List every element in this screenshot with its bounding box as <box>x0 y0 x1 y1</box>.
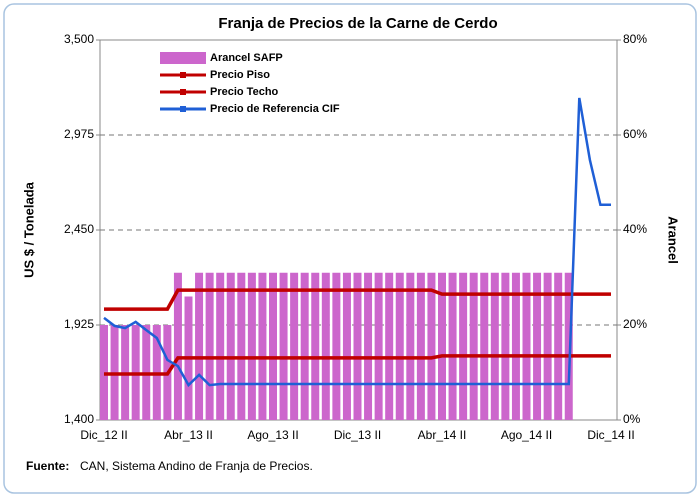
y-tick-label: 2,450 <box>64 222 94 236</box>
x-tick-label: Dic_13 II <box>334 428 381 442</box>
x-tick-label: Abr_13 II <box>164 428 213 442</box>
bar <box>342 272 351 420</box>
bar <box>554 272 563 420</box>
legend-label: Precio Techo <box>210 86 279 98</box>
line <box>103 97 611 388</box>
bar <box>511 272 520 420</box>
bar <box>438 272 446 420</box>
bar <box>564 272 573 420</box>
y-tick-label: 1,925 <box>64 317 94 331</box>
bar <box>290 272 299 420</box>
bar <box>406 272 415 420</box>
bar <box>195 272 204 420</box>
bar <box>469 272 478 420</box>
y2-tick-label: 20% <box>623 317 647 331</box>
bar <box>311 272 320 420</box>
bar <box>173 272 182 420</box>
legend-label: Arancel SAFP <box>210 52 283 64</box>
y2-axis-title: Arancel <box>666 216 681 264</box>
chart-title: Franja de Precios de la Carne de Cerdo <box>218 15 497 32</box>
bar <box>364 272 373 420</box>
legend-label: Precio Piso <box>210 69 270 81</box>
x-tick-label: Abr_14 II <box>418 428 467 442</box>
bar <box>448 272 457 420</box>
legend-marker <box>180 89 186 95</box>
line <box>104 288 611 311</box>
bar <box>427 272 436 420</box>
bar <box>385 272 394 420</box>
y2-tick-label: 60% <box>623 127 647 141</box>
y-tick-label: 2,975 <box>64 127 94 141</box>
x-tick-label: Ago_13 II <box>247 428 298 442</box>
bar <box>332 272 341 420</box>
bar <box>269 272 277 420</box>
bar <box>543 272 552 420</box>
y-tick-label: 1,400 <box>64 412 94 426</box>
legend-marker <box>180 72 186 78</box>
bar <box>480 272 489 420</box>
bar <box>416 272 425 420</box>
source: CAN, Sistema Andino de Franja de Precios… <box>80 459 313 473</box>
bar <box>216 272 225 420</box>
legend-label: Precio de Referencia CIF <box>210 103 340 115</box>
bar <box>374 272 383 420</box>
bar <box>247 272 256 420</box>
y2-tick-label: 80% <box>623 32 647 46</box>
bar <box>205 272 214 420</box>
x-tick-label: Ago_14 II <box>501 428 552 442</box>
bar <box>533 272 542 420</box>
legend-marker <box>180 106 186 112</box>
bar <box>522 272 531 420</box>
legend-swatch <box>160 52 206 64</box>
bar <box>490 272 499 420</box>
bar <box>501 272 510 420</box>
y-tick-label: 3,500 <box>64 32 94 46</box>
x-tick-label: Dic_12 II <box>80 428 127 442</box>
bar <box>258 272 267 420</box>
bar <box>353 272 362 420</box>
bar <box>459 272 468 420</box>
bar <box>300 272 309 420</box>
y-axis-title: US $ / Tonelada <box>21 181 36 278</box>
y2-tick-label: 40% <box>623 222 647 236</box>
line <box>104 354 611 376</box>
bar <box>226 272 235 420</box>
x-tick-label: Dic_14 II <box>587 428 634 442</box>
bar <box>395 272 404 420</box>
source-label: Fuente: <box>26 459 69 473</box>
bar <box>321 272 330 420</box>
bar <box>279 272 288 420</box>
bar <box>237 272 246 420</box>
y2-tick-label: 0% <box>623 412 641 426</box>
